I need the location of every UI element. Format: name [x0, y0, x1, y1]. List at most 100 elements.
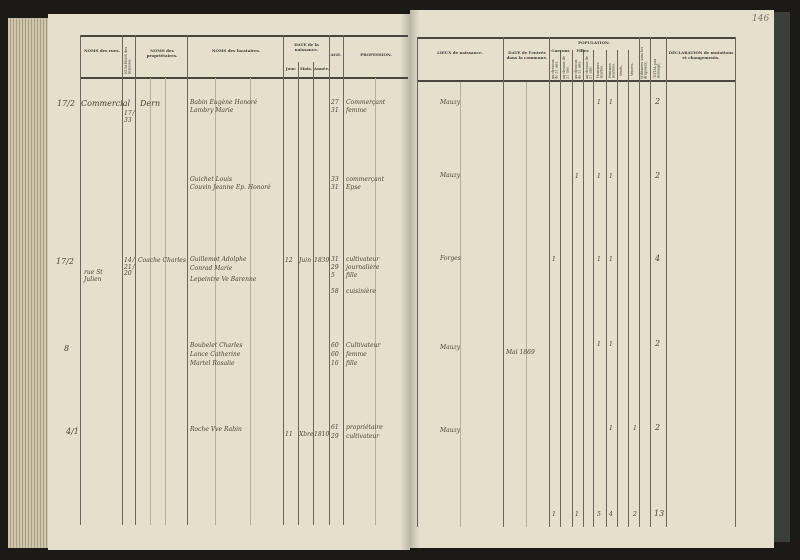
birth-year: 1810 [314, 431, 330, 438]
profession: Commerçant [346, 99, 386, 106]
rule [503, 37, 504, 527]
rule [417, 37, 735, 39]
rule [187, 35, 188, 525]
header-month: Mois. [299, 66, 313, 71]
profession: journalière [346, 264, 380, 271]
birthplace: Mauzy [440, 172, 461, 179]
profession: fille [346, 272, 358, 279]
age: 60 [331, 342, 339, 349]
rule [628, 50, 629, 527]
tenant-name: Guillemot Adolphe [190, 256, 247, 263]
grand-total: 13 [654, 509, 665, 518]
age: 31 [331, 184, 339, 191]
rule [250, 78, 251, 525]
rule [735, 37, 736, 527]
rule [343, 35, 344, 525]
tenant-name: Conrad Marie [190, 265, 233, 272]
column-total: 2 [633, 511, 637, 518]
rule [283, 35, 284, 525]
rule [666, 37, 667, 527]
population-mark: 1 [609, 256, 613, 263]
header-widowers: Veufs. [619, 65, 623, 76]
profession: femme [346, 351, 367, 358]
age: 29 [331, 264, 339, 271]
profession: Cultivateur [346, 342, 381, 349]
rule [639, 37, 640, 527]
population-mark: 1 [609, 173, 613, 180]
age: 58 [331, 288, 339, 295]
tenant-name: Roche Vve Rabin [190, 426, 242, 433]
household-total: 2 [655, 339, 661, 348]
rule [417, 80, 735, 82]
book-gutter [400, 10, 420, 550]
header-owners: NOMS des propriétaires. [146, 48, 178, 58]
rule [617, 50, 618, 527]
header-tenants: NOMS des locataires. [211, 48, 261, 53]
rule [650, 37, 651, 527]
header-boys-over21: au-dessus de 21 ans. [562, 56, 570, 79]
rule [375, 78, 376, 525]
rule [215, 78, 216, 525]
population-mark: 1 [597, 99, 601, 106]
tenant-name: Lambry Marie [190, 107, 234, 114]
right-page [410, 10, 774, 548]
margin-note: 4/1 [66, 427, 79, 436]
tenant-name: Boubelet Charles [190, 342, 243, 349]
margin-note: 17/2 [57, 99, 75, 108]
population-mark: 1 [552, 256, 556, 263]
birthplace: Mauzy [440, 344, 461, 351]
header-house-numbers: NUMÉROS des maisons. [124, 46, 132, 74]
population-mark: 1 [597, 341, 601, 348]
owner-name: Dern [140, 99, 161, 108]
age: 31 [331, 107, 339, 114]
header-girls-under21: au-dessous de 21 ans. [574, 59, 582, 79]
population-mark: 1 [597, 173, 601, 180]
profession: fille [346, 360, 358, 367]
rule [583, 50, 584, 527]
column-total: 5 [597, 511, 601, 518]
tenant-name: Babin Eugène Honoré [190, 99, 258, 106]
rule [593, 50, 594, 527]
age: 16 [331, 360, 339, 367]
population-mark: 1 [633, 425, 637, 432]
rule [150, 78, 151, 525]
header-married-women: Femmes mariées. [608, 62, 616, 78]
header-entry-date: DATE de l'entrée dans la commune. [506, 50, 548, 60]
rule [313, 62, 314, 525]
header-boys: Garçons [551, 48, 570, 53]
rule [549, 37, 550, 527]
header-profession: PROFESSION. [360, 52, 392, 57]
rule [298, 62, 299, 525]
age: 31 [331, 256, 339, 263]
margin-note: 17/2 [56, 257, 74, 266]
household-total: 2 [655, 423, 661, 432]
rule [122, 35, 123, 525]
book-page-edges [8, 18, 52, 548]
birth-month: Juin [299, 257, 312, 264]
house-numbers: 14 / 21 / 20 [124, 257, 135, 278]
profession: propriétaire [346, 424, 383, 431]
rule [80, 77, 408, 79]
header-girls-over21: au-dessus de 21 ans. [585, 56, 593, 79]
left-page [48, 14, 410, 550]
tenant-name: Couvin Jeanne Ep. Honoré [190, 184, 271, 191]
household-total: 2 [655, 171, 661, 180]
header-girls: Filles [576, 48, 589, 53]
header-declaration: DÉCLARATION de mutations et changements. [668, 50, 734, 60]
house-numbers: 17 / 33 [124, 110, 135, 124]
population-mark: 1 [575, 173, 579, 180]
rule [417, 37, 418, 527]
birthplace: Forges [440, 255, 461, 262]
rule [135, 35, 136, 525]
rule [460, 82, 461, 527]
household-total: 4 [655, 254, 661, 263]
population-mark: 1 [609, 99, 613, 106]
population-mark: 1 [609, 341, 613, 348]
rule [165, 78, 166, 525]
header-military: Militaires sous les drapeaux. [640, 46, 648, 79]
age: 60 [331, 351, 339, 358]
birthplace: Mauzy [440, 427, 461, 434]
tenant-name: Guichet Louis [190, 176, 233, 183]
street-name: Commercial [81, 99, 131, 108]
header-married-men: Hommes mariés. [596, 62, 604, 78]
